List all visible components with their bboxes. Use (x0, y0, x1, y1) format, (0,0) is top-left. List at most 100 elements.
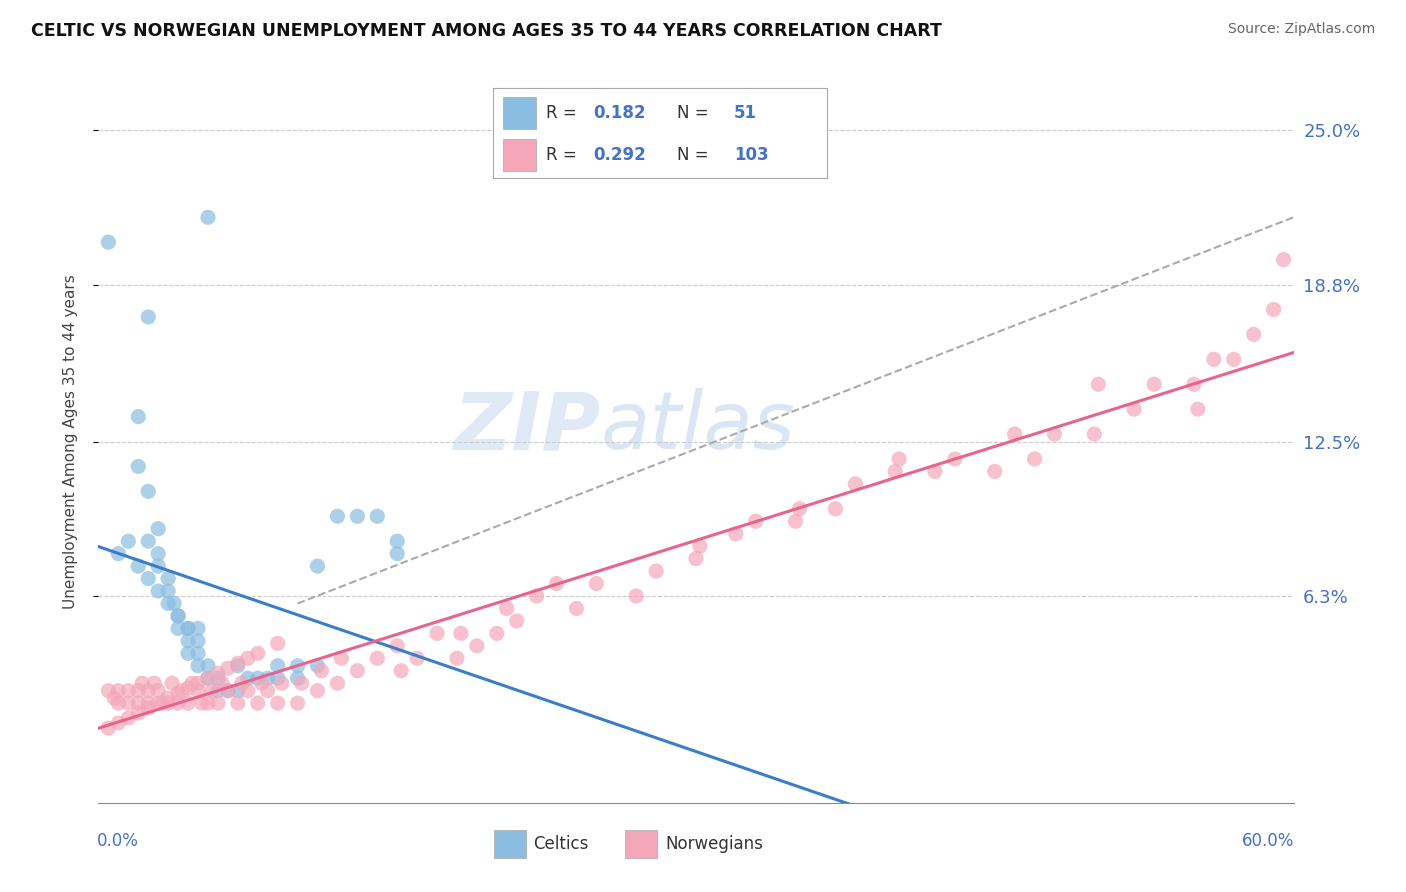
Point (207, 666, 229, 681)
Point (495, 601, 517, 615)
Point (136, 310, 159, 324)
Point (211, 676, 233, 690)
Point (107, 696, 129, 710)
Point (187, 683, 209, 698)
Point (197, 658, 219, 673)
Point (127, 559, 149, 574)
Point (107, 547, 129, 561)
Point (236, 683, 259, 698)
Point (187, 658, 209, 673)
Point (107, 683, 129, 698)
Point (689, 539, 711, 553)
Point (1123, 402, 1146, 417)
Point (307, 559, 329, 574)
Point (181, 676, 204, 690)
Point (167, 696, 190, 710)
Point (346, 509, 368, 524)
Point (127, 706, 149, 720)
Point (167, 621, 190, 635)
Point (127, 459, 149, 474)
Point (246, 671, 269, 685)
Point (385, 534, 409, 549)
Point (307, 658, 329, 673)
Point (197, 671, 219, 685)
Point (150, 696, 173, 710)
Point (485, 626, 508, 640)
Point (191, 696, 214, 710)
Point (157, 597, 180, 611)
Point (187, 646, 209, 660)
Point (645, 564, 668, 578)
Point (889, 452, 911, 467)
Point (565, 601, 588, 615)
Point (506, 614, 529, 628)
Point (291, 676, 314, 690)
Point (127, 696, 149, 710)
Point (157, 572, 180, 586)
Point (465, 639, 488, 653)
Point (207, 696, 229, 710)
Point (785, 514, 807, 528)
Point (148, 696, 170, 710)
Point (267, 696, 290, 710)
Point (136, 534, 159, 549)
Point (311, 664, 333, 678)
Point (924, 465, 946, 479)
Point (97, 683, 120, 698)
Point (267, 671, 290, 685)
Point (197, 211, 219, 225)
Point (226, 658, 249, 673)
Text: Source: ZipAtlas.com: Source: ZipAtlas.com (1227, 22, 1375, 37)
Point (270, 676, 292, 690)
Point (226, 657, 249, 671)
Y-axis label: Unemployment Among Ages 35 to 44 years: Unemployment Among Ages 35 to 44 years (63, 274, 77, 609)
Point (117, 534, 139, 549)
Point (177, 696, 200, 710)
Point (148, 683, 170, 698)
Point (1187, 402, 1209, 417)
Point (97, 721, 120, 735)
Point (366, 651, 388, 665)
Point (157, 691, 180, 706)
Point (406, 651, 429, 665)
Point (217, 683, 239, 698)
Point (136, 701, 159, 715)
Point (526, 589, 548, 603)
Point (127, 409, 149, 424)
Point (1087, 377, 1109, 392)
Text: 0.0%: 0.0% (97, 831, 139, 850)
Point (446, 651, 468, 665)
Point (366, 509, 388, 524)
Point (197, 671, 219, 685)
Point (256, 683, 278, 698)
Point (127, 683, 149, 698)
Point (326, 676, 349, 690)
Point (824, 501, 846, 516)
Point (217, 661, 239, 675)
Point (984, 465, 1007, 479)
Point (246, 646, 269, 660)
Point (177, 621, 200, 635)
Point (131, 676, 153, 690)
Point (267, 658, 290, 673)
Point (197, 696, 219, 710)
Point (287, 658, 309, 673)
Point (330, 651, 353, 665)
Point (117, 683, 139, 698)
Point (136, 572, 159, 586)
Point (1004, 427, 1026, 442)
Point (236, 671, 259, 685)
Point (136, 696, 159, 710)
Point (844, 476, 866, 491)
Point (163, 597, 186, 611)
Text: ZIP: ZIP (453, 388, 600, 467)
Point (217, 683, 239, 698)
Point (226, 696, 249, 710)
Point (1272, 252, 1295, 267)
Point (226, 683, 249, 698)
Point (231, 676, 253, 690)
Point (148, 559, 170, 574)
Point (250, 676, 273, 690)
Point (201, 683, 224, 698)
Point (346, 664, 368, 678)
